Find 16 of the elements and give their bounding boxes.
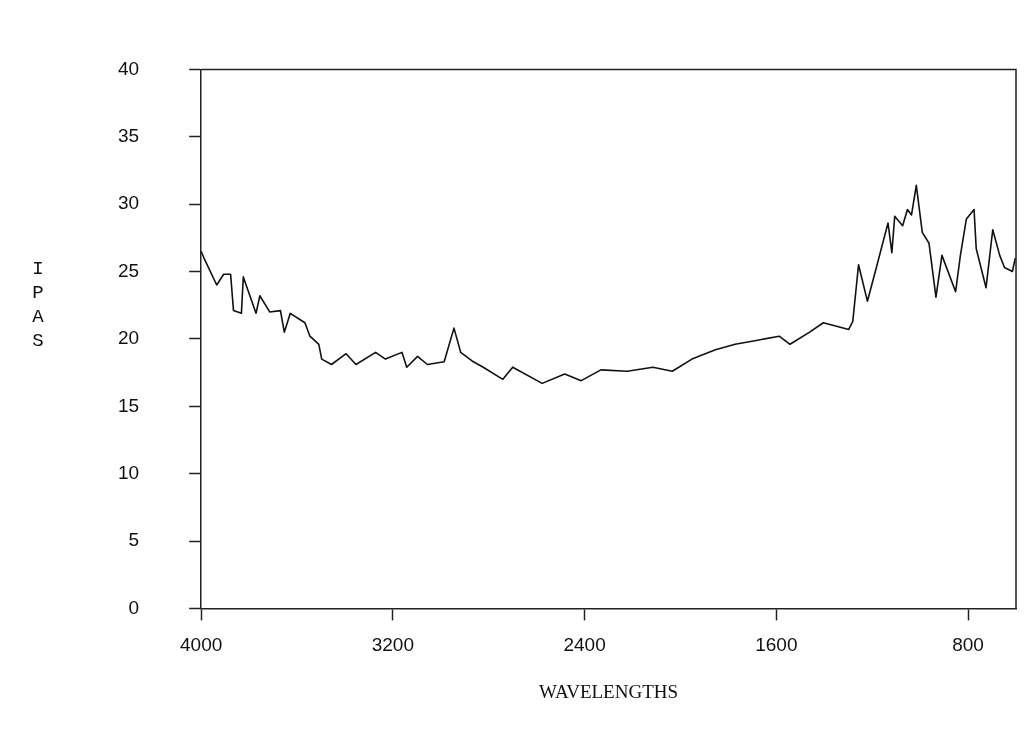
x-tick-label: 2400 [563, 634, 606, 656]
y-tick-label: 20 [117, 327, 140, 349]
y-axis-title: IPAS [27, 258, 49, 354]
x-tick-label: 1600 [755, 634, 798, 656]
y-tick-label: 15 [117, 394, 140, 416]
y-tick-label: 35 [117, 125, 140, 147]
y-tick-label: 30 [117, 192, 140, 214]
y-tick-label: 25 [117, 259, 140, 281]
y-tick-label: 0 [128, 596, 140, 618]
x-tick-label: 800 [952, 634, 984, 656]
y-tick-label: 10 [117, 461, 140, 483]
y-tick-label: 40 [117, 57, 140, 79]
y-tick-label: 5 [128, 529, 140, 551]
x-tick-label: 3200 [371, 634, 415, 656]
x-tick-label: 4000 [179, 634, 223, 656]
x-axis-title: WAVELENGTHS [539, 680, 679, 702]
